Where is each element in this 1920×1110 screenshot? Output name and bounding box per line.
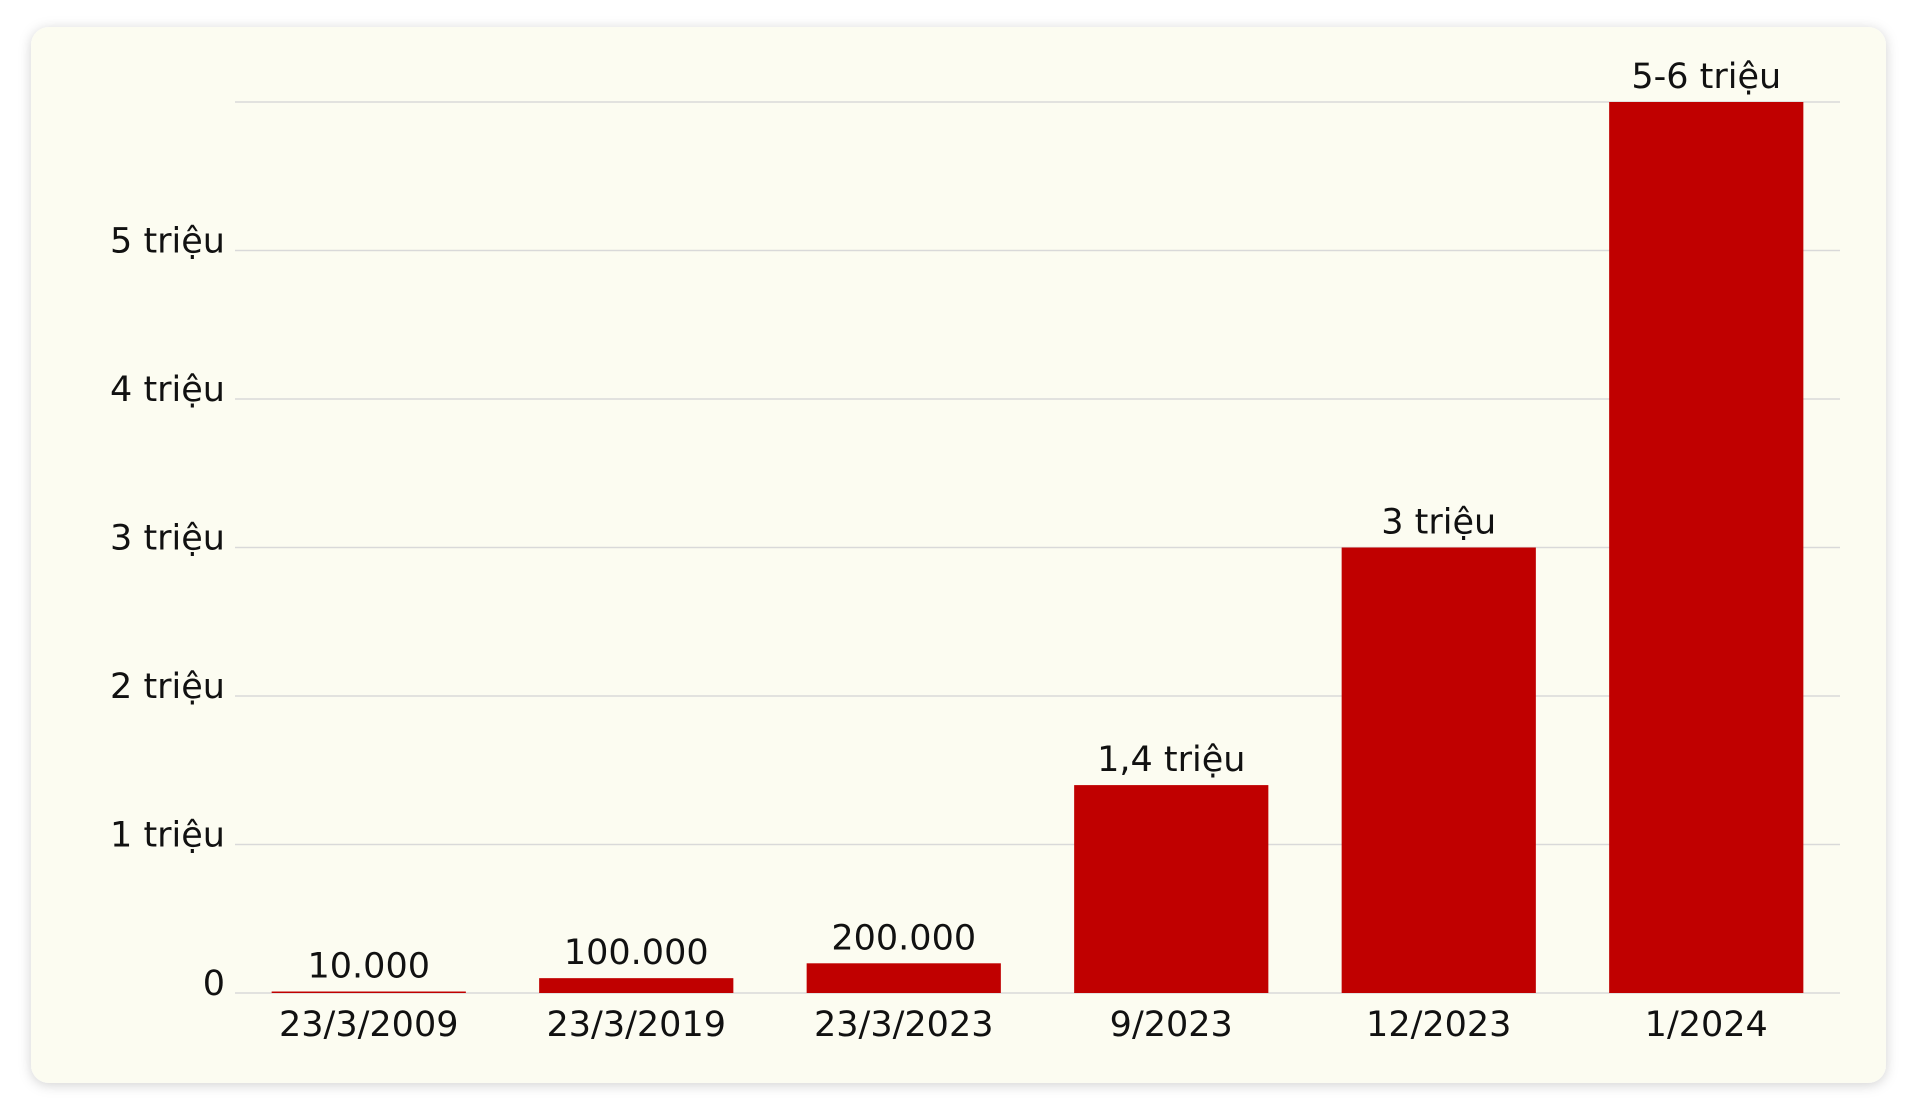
- value-label: 1,4 triệu: [1097, 740, 1245, 780]
- y-tick-label: 2 triệu: [110, 667, 225, 707]
- x-tick-label: 1/2024: [1645, 1005, 1768, 1045]
- bar: [1609, 102, 1804, 993]
- bar: [539, 978, 734, 993]
- x-tick-label: 23/3/2009: [279, 1005, 458, 1045]
- value-label: 100.000: [564, 933, 709, 973]
- value-label: 5-6 triệu: [1631, 57, 1781, 97]
- x-tick-label: 23/3/2023: [814, 1005, 993, 1045]
- y-tick-label: 3 triệu: [110, 519, 225, 559]
- value-label: 200.000: [831, 918, 976, 958]
- value-label: 3 triệu: [1381, 503, 1496, 543]
- y-tick-label: 5 triệu: [110, 222, 225, 262]
- value-label: 10.000: [308, 947, 430, 987]
- bar: [1341, 547, 1536, 993]
- bar: [806, 963, 1001, 993]
- x-tick-label: 9/2023: [1110, 1005, 1233, 1045]
- y-tick-label: 0: [203, 964, 225, 1004]
- y-tick-label: 4 triệu: [110, 370, 225, 410]
- bar: [271, 991, 466, 993]
- y-tick-label: 1 triệu: [110, 816, 225, 856]
- x-tick-label: 23/3/2019: [547, 1005, 726, 1045]
- x-tick-label: 12/2023: [1366, 1005, 1511, 1045]
- bar: [1074, 785, 1269, 993]
